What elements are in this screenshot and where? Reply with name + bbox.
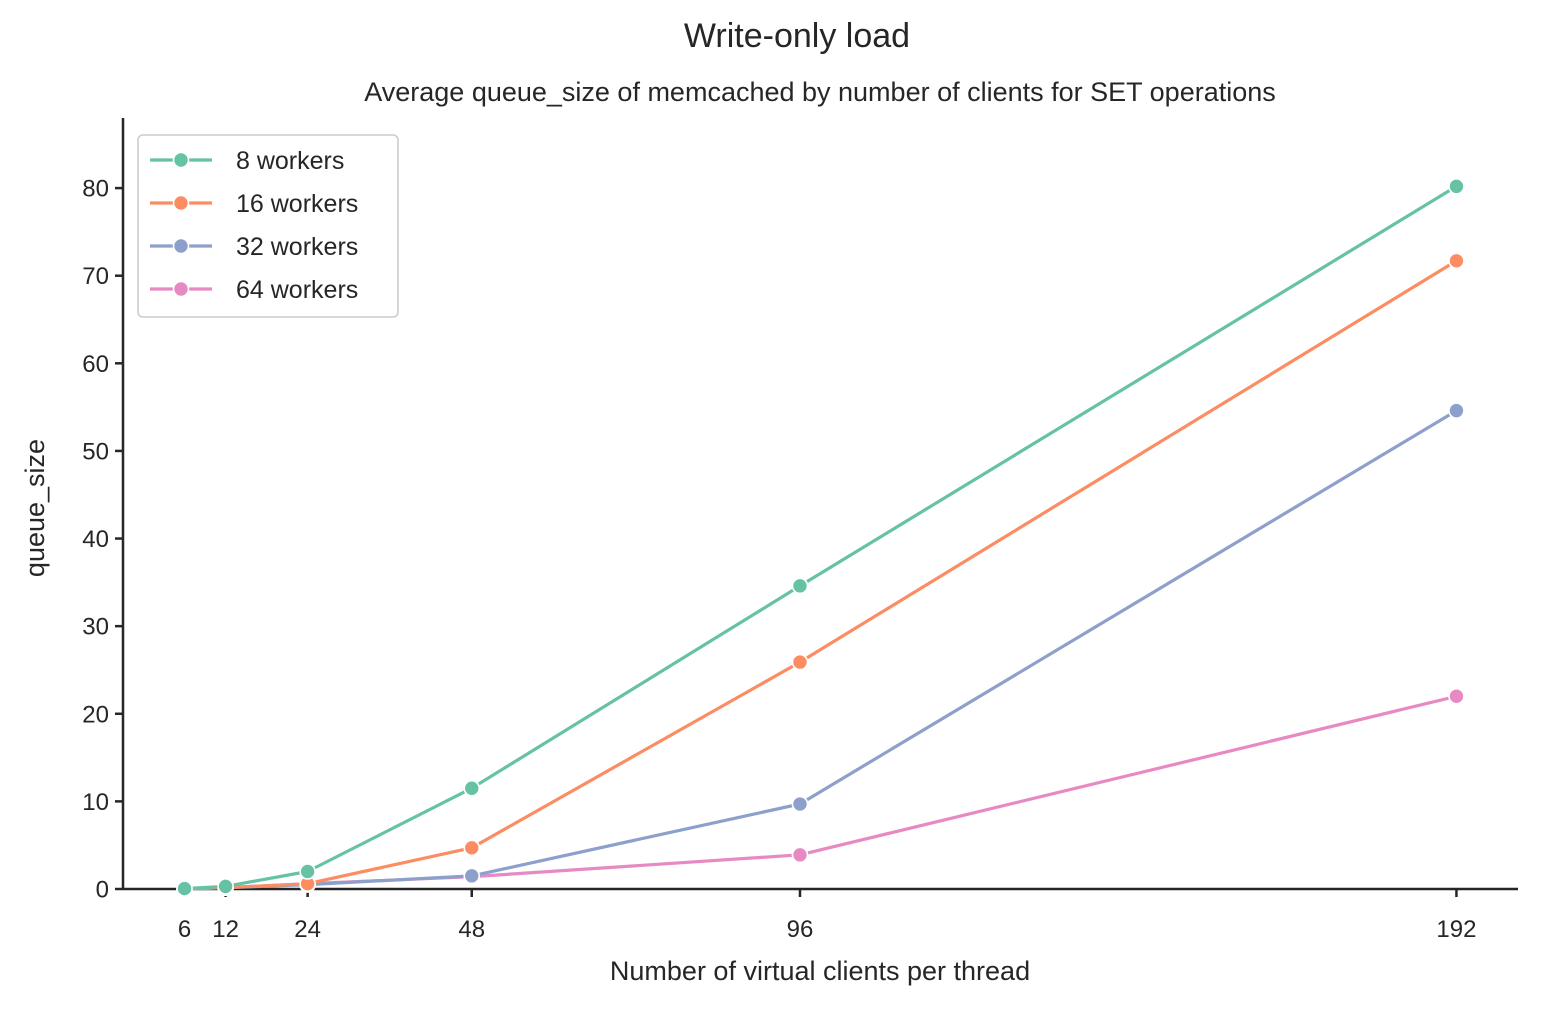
data-point [1448,178,1465,195]
y-tick-label: 50 [82,438,109,465]
data-point [299,863,316,880]
y-tick-label: 30 [82,614,109,641]
data-point [791,577,809,595]
legend-swatch-marker [172,237,190,255]
data-point [463,839,481,857]
legend-swatch-marker [172,280,190,298]
data-point [463,867,481,885]
legend: 8 workers 16 workers 32 workers 64 workers [137,134,399,318]
axes [121,118,1518,891]
x-tick-label: 96 [787,916,814,943]
legend-item: 16 workers [150,190,358,218]
y-tick-label: 0 [96,877,109,904]
legend-label: 16 workers [236,190,358,218]
y-ticks: 0 10 20 30 40 50 60 70 80 [82,176,123,904]
legend-item: 64 workers [150,276,358,304]
legend-item: 32 workers [150,233,358,261]
y-tick-label: 10 [82,789,109,816]
data-point [1448,252,1465,270]
legend-swatch-marker [172,194,190,212]
x-axis-label: Number of virtual clients per thread [610,956,1030,986]
y-axis-label: queue_size [20,439,50,577]
y-tick-label: 70 [82,263,109,290]
chart-title: Average queue_size of memcached by numbe… [364,77,1276,107]
legend-label: 8 workers [236,147,344,175]
x-tick-label: 48 [458,916,485,943]
series-layer [176,178,1465,898]
data-point [217,878,234,895]
y-tick-label: 40 [82,526,109,553]
data-point [463,779,481,797]
y-tick-label: 20 [82,701,109,728]
data-point [1448,402,1465,419]
legend-frame [137,134,399,318]
legend-label: 32 workers [236,233,358,261]
y-tick-label: 80 [82,176,109,203]
x-ticks: 6 12 24 48 96 192 [178,889,1476,943]
x-tick-label: 12 [212,916,239,943]
data-point [176,880,193,897]
chart-suptitle: Write-only load [684,17,910,55]
y-tick-label: 60 [82,351,109,378]
legend-swatch-marker [172,151,190,169]
series-1 [176,178,1465,897]
legend-item: 8 workers [150,147,344,175]
data-point [791,653,809,671]
x-tick-label: 24 [294,916,321,943]
data-point [791,795,809,813]
legend-label: 64 workers [236,276,358,304]
data-point [791,846,809,864]
x-tick-label: 6 [178,916,191,943]
data-point [1448,687,1465,705]
x-tick-label: 192 [1436,916,1476,943]
